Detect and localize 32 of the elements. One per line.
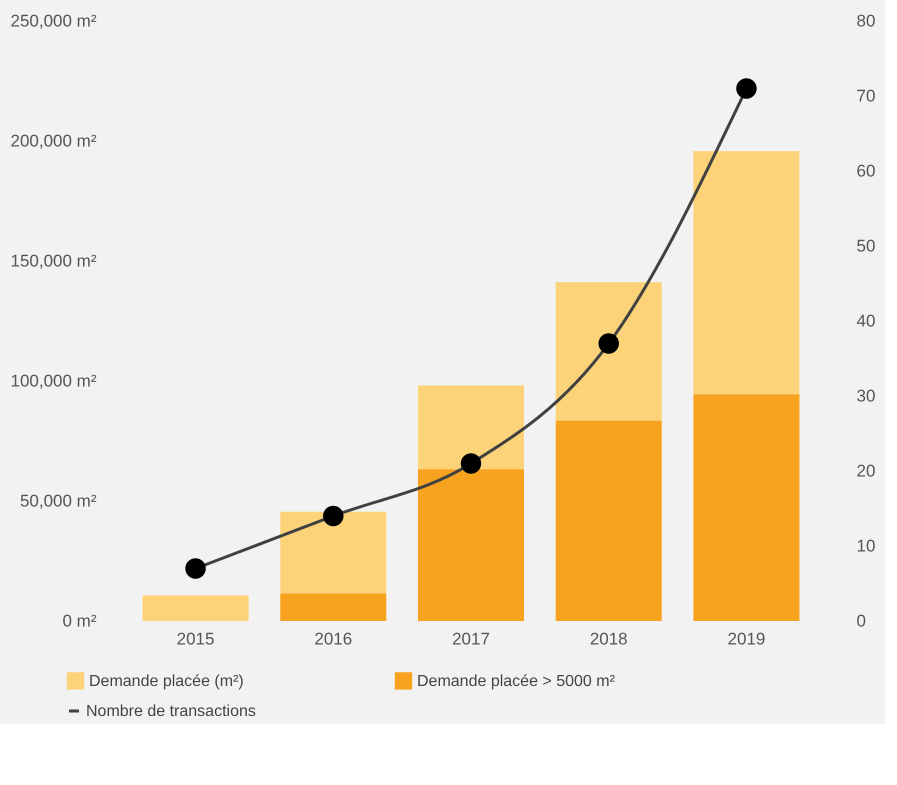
bar xyxy=(418,386,524,470)
y-tick-label: 0 m² xyxy=(62,612,97,630)
legend-label: Demande placée > 5000 m² xyxy=(417,672,616,690)
y-tick-label: 100,000 m² xyxy=(10,372,97,390)
x-tick-label: 2019 xyxy=(728,630,766,648)
bar xyxy=(280,593,386,621)
bar xyxy=(556,420,662,621)
y2-tick-label: 40 xyxy=(856,312,876,330)
y2-tick-label: 0 xyxy=(856,612,866,630)
x-tick-label: 2017 xyxy=(452,630,490,648)
y-tick-label: 200,000 m² xyxy=(10,132,97,150)
y-tick-label: 150,000 m² xyxy=(10,252,97,270)
x-tick-label: 2018 xyxy=(590,630,628,648)
bar xyxy=(693,151,800,394)
y-tick-label: 250,000 m² xyxy=(10,12,97,30)
y2-tick-label: 10 xyxy=(856,536,876,556)
y2-tick-label: 50 xyxy=(856,236,876,256)
y2-tick-label: 60 xyxy=(856,162,876,180)
y-tick-label: 50,000 m² xyxy=(20,492,97,510)
y2-tick-label: 80 xyxy=(856,12,876,30)
y2-tick-label: 30 xyxy=(856,386,876,406)
y2-tick-label: 70 xyxy=(856,86,876,106)
legend-label: Nombre de transactions xyxy=(86,703,256,720)
bar xyxy=(280,512,386,594)
bar xyxy=(693,394,800,621)
bar xyxy=(142,595,249,621)
legend-label: Demande placée (m²) xyxy=(89,672,244,690)
y2-tick-label: 20 xyxy=(856,462,876,480)
x-tick-label: 2016 xyxy=(314,630,352,648)
bar xyxy=(556,282,662,421)
bar xyxy=(418,469,524,621)
x-tick-label: 2015 xyxy=(176,630,214,648)
